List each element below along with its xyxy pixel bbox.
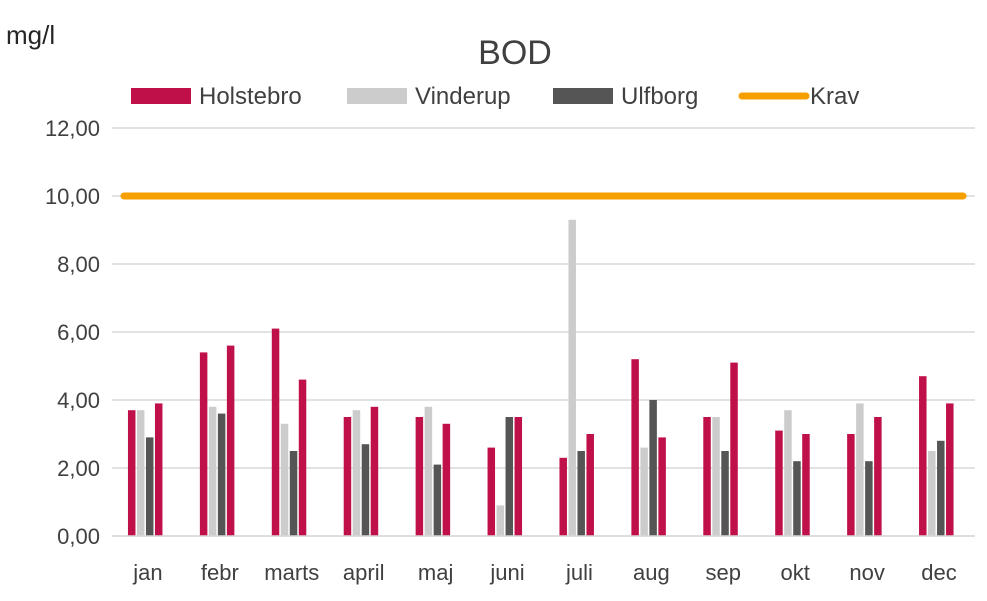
bar-holstebro-okt: [775, 430, 783, 536]
bar-ulfborg-marts: [289, 451, 298, 536]
bar-vinderup-juni: [496, 505, 505, 536]
x-tick-label: aug: [633, 560, 670, 585]
bar-series-4-nov: [874, 417, 882, 536]
bar-series: [127, 219, 954, 537]
x-tick-label: okt: [781, 560, 810, 585]
bar-holstebro-sep: [703, 417, 711, 536]
y-tick-label: 0,00: [57, 524, 100, 549]
bar-holstebro-april: [343, 417, 352, 536]
bar-vinderup-febr: [208, 406, 217, 536]
bar-holstebro-maj: [415, 417, 424, 536]
bar-ulfborg-sep: [721, 451, 729, 536]
bar-ulfborg-dec: [937, 440, 945, 536]
unit-label: mg/l: [6, 20, 55, 50]
bar-holstebro-juni: [487, 447, 496, 536]
bar-series-4-dec: [946, 403, 954, 536]
bar-ulfborg-jan: [145, 437, 154, 536]
bar-ulfborg-okt: [793, 461, 801, 536]
legend-swatch: [553, 88, 613, 104]
bar-vinderup-maj: [424, 406, 433, 536]
legend-item-holstebro: Holstebro: [131, 83, 302, 110]
bar-vinderup-jan: [136, 410, 145, 536]
bar-vinderup-aug: [640, 447, 648, 536]
legend-swatch: [347, 88, 407, 104]
y-tick-label: 6,00: [57, 320, 100, 345]
legend-label: Vinderup: [415, 83, 511, 110]
bar-series-4-sep: [730, 362, 738, 536]
gridlines: [112, 127, 975, 537]
bar-series-4-april: [370, 406, 379, 536]
bar-ulfborg-juli: [577, 451, 585, 536]
bar-series-4-aug: [658, 437, 666, 536]
bar-ulfborg-nov: [865, 461, 873, 536]
bar-ulfborg-juni: [505, 417, 514, 536]
bar-vinderup-sep: [712, 417, 720, 536]
bar-vinderup-dec: [928, 451, 936, 536]
x-tick-label: maj: [418, 560, 453, 585]
y-tick-label: 4,00: [57, 388, 100, 413]
bar-ulfborg-april: [361, 444, 370, 536]
bar-vinderup-juli: [568, 219, 576, 537]
bar-vinderup-okt: [784, 410, 792, 536]
x-tick-label: juni: [489, 560, 524, 585]
bar-series-4-okt: [802, 434, 810, 536]
y-tick-label: 2,00: [57, 456, 100, 481]
legend-label: Holstebro: [199, 83, 302, 110]
bar-series-4-febr: [226, 345, 235, 536]
x-tick-label: nov: [849, 560, 884, 585]
legend-item-vinderup: Vinderup: [347, 83, 511, 110]
bar-series-4-juli: [586, 434, 594, 536]
legend-label: Ulfborg: [621, 83, 698, 110]
bar-ulfborg-aug: [649, 400, 657, 536]
bar-series-4-jan: [154, 403, 163, 536]
x-axis: jan febr marts april maj juni juli aug sep okt nov…: [112, 535, 975, 585]
bar-holstebro-juli: [559, 457, 567, 536]
x-tick-label: juli: [565, 560, 593, 585]
x-tick-label: sep: [706, 560, 741, 585]
x-tick-label: dec: [921, 560, 956, 585]
chart-title: BOD: [478, 34, 552, 72]
bar-holstebro-jan: [127, 410, 136, 536]
bar-vinderup-april: [352, 410, 361, 536]
bar-series-4-maj: [442, 423, 451, 536]
bar-ulfborg-maj: [433, 464, 442, 536]
bar-series-4-marts: [298, 379, 307, 536]
bar-vinderup-nov: [856, 403, 864, 536]
x-tick-label: jan: [132, 560, 162, 585]
bar-ulfborg-febr: [217, 413, 226, 536]
legend-swatch: [131, 88, 191, 104]
bar-series-4-juni: [514, 417, 523, 536]
y-tick-label: 12,00: [45, 116, 100, 141]
y-tick-label: 8,00: [57, 252, 100, 277]
x-tick-label: april: [343, 560, 385, 585]
bar-holstebro-marts: [271, 328, 280, 536]
bar-holstebro-aug: [631, 359, 639, 536]
bar-vinderup-marts: [280, 423, 289, 536]
bar-holstebro-dec: [919, 376, 927, 536]
bar-holstebro-febr: [199, 352, 208, 536]
y-tick-label: 10,00: [45, 184, 100, 209]
bar-holstebro-nov: [847, 434, 855, 536]
y-axis: 0,00 2,00 4,00 6,00 8,00 10,00 12,00: [45, 116, 100, 549]
x-tick-label: marts: [264, 560, 319, 585]
legend: Holstebro Vinderup Ulfborg Krav: [131, 83, 859, 110]
legend-label: Krav: [810, 83, 859, 110]
legend-item-ulfborg: Ulfborg: [553, 83, 698, 110]
x-tick-label: febr: [201, 560, 239, 585]
legend-item-krav: Krav: [738, 83, 859, 110]
